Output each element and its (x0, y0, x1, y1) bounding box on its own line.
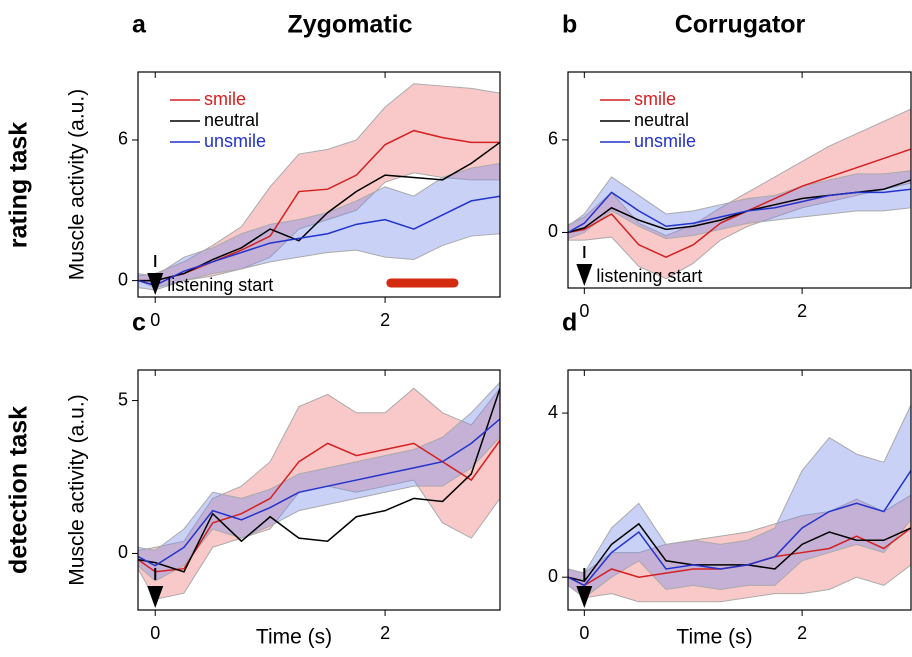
series-line (568, 522, 911, 583)
y-tick-label: 0 (548, 566, 558, 586)
x-tick-label: 0 (150, 310, 160, 330)
column-title: Zygomatic (287, 11, 412, 39)
y-tick-label: 4 (548, 402, 558, 422)
marker-arrow (147, 586, 164, 608)
x-axis-label: Time (s) (676, 626, 752, 649)
series-line (568, 148, 911, 258)
axes-frame (137, 369, 501, 611)
axes-frame (567, 369, 912, 611)
plot-area (138, 381, 500, 600)
legend-label: smile (204, 89, 246, 109)
plot-area (568, 404, 911, 603)
row-label: detection task (5, 406, 33, 574)
series-line (568, 188, 911, 234)
row-label: rating task (5, 122, 33, 249)
y-tick-label: 0 (548, 221, 558, 241)
series-line (138, 195, 500, 287)
axes-frame (137, 71, 501, 298)
x-tick-label: 2 (797, 301, 807, 321)
x-tick-label: 0 (150, 623, 160, 643)
annotation: listening start (596, 266, 702, 286)
x-tick-label: 2 (797, 623, 807, 643)
legend-label: neutral (634, 110, 689, 130)
legend-label: unsmile (634, 131, 696, 151)
y-tick-label: 5 (118, 389, 128, 409)
marker-arrow (576, 586, 593, 608)
series-line (568, 470, 911, 587)
column-title: Corrugator (675, 11, 806, 39)
axes-frame (567, 71, 912, 289)
x-tick-label: 0 (579, 623, 589, 643)
plot-area (568, 108, 911, 280)
confidence-band (138, 381, 500, 582)
confidence-band (568, 170, 911, 240)
confidence-band (568, 108, 911, 280)
x-tick-label: 2 (380, 623, 390, 643)
y-tick-label: 0 (118, 542, 128, 562)
series-line (138, 388, 500, 573)
legend-label: smile (634, 89, 676, 109)
annotation: listening start (167, 275, 273, 295)
y-axis-label: Muscle activity (a.u.) (66, 394, 89, 585)
series-line (138, 141, 500, 282)
marker-arrow (147, 273, 164, 295)
y-tick-label: 6 (548, 129, 558, 149)
marker-arrow (576, 264, 593, 286)
series-line (138, 418, 500, 567)
panel-letter: d (562, 309, 577, 337)
panel-letter: b (562, 11, 577, 39)
confidence-band (138, 83, 500, 289)
confidence-band (138, 162, 500, 291)
x-tick-label: 0 (579, 301, 589, 321)
legend-label: unsmile (204, 131, 266, 151)
panel-letter: c (132, 309, 146, 337)
panel-letter: a (132, 11, 147, 39)
x-tick-label: 2 (380, 310, 390, 330)
confidence-band (138, 387, 500, 600)
legend-label: neutral (204, 110, 259, 130)
plot-area (138, 83, 500, 291)
y-tick-label: 6 (118, 129, 128, 149)
x-axis-label: Time (s) (256, 626, 332, 649)
y-tick-label: 0 (118, 269, 128, 289)
y-axis-label: Muscle activity (a.u.) (66, 89, 89, 280)
